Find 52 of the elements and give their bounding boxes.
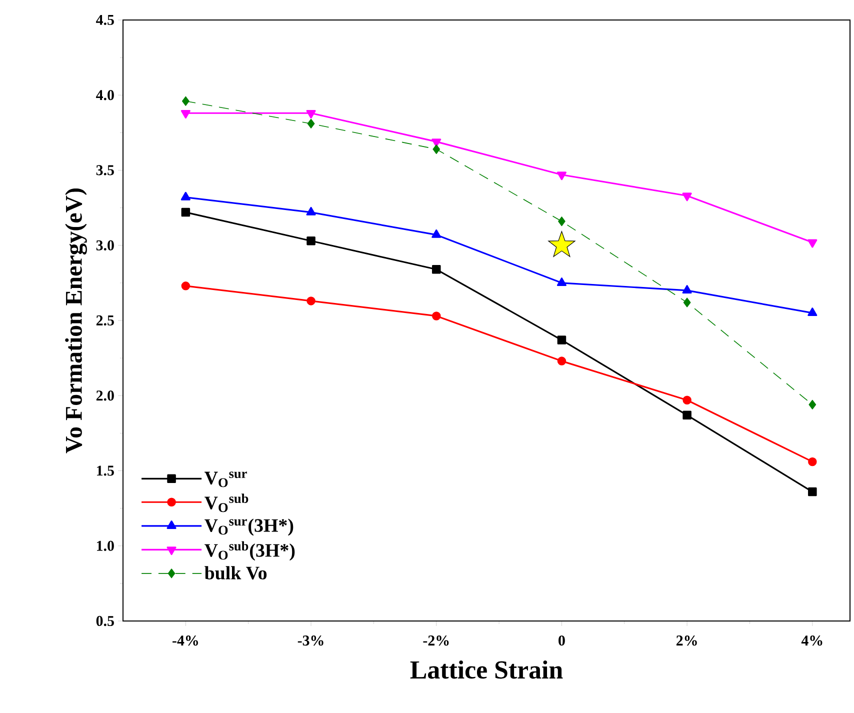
x-tick-label: 4% [801,636,822,646]
legend-label: V$_{O}$sur [204,472,247,488]
point [306,206,316,216]
y-tick-label: 1.5 [97,466,114,476]
point [432,312,441,320]
point [432,144,440,154]
y-axis-title: Vo Formation Energy(eV) [65,188,87,454]
legend-label: V$_{O}$$^{sub}$(3H*) [204,541,295,561]
point [556,172,566,180]
point [557,356,566,366]
x-tick-label: -3% [298,636,324,646]
y-tick-label: 2.5 [96,315,114,326]
point [432,138,442,148]
point [682,192,692,202]
legend-label: V$_{O}$$^{sur}$(3H*) [204,518,294,536]
point [557,336,566,344]
point [683,298,691,308]
point [306,110,316,119]
y-tick-label: 1.0 [97,540,114,551]
point [307,118,315,128]
point [181,208,190,217]
x-tick-label: -2% [423,636,449,646]
point [181,282,190,290]
point [808,457,817,466]
point [808,487,817,496]
y-tick-label: 4.5 [96,14,114,26]
point [432,229,442,238]
legend-label: V$_{O}$sub [204,494,248,512]
x-axis-title: Lattice Strain [410,660,563,679]
y-tick-label: 3.0 [96,240,114,250]
y-tick-label: 2.0 [96,390,114,401]
point [182,96,190,106]
point [306,296,316,306]
point [682,396,692,405]
point [432,265,441,274]
point [808,239,818,248]
y-tick-label: 4.0 [96,90,114,100]
x-tick-label: 0 [558,636,565,646]
point [180,192,190,200]
x-tick-label: -4% [172,636,198,646]
point [556,278,566,286]
point [558,216,566,226]
y-tick-label: 3.5 [96,165,114,176]
y-tick-label: 0.5 [96,616,114,626]
point [682,285,692,294]
point [808,400,816,410]
point [682,410,692,420]
point [180,110,190,119]
point [306,236,316,246]
point [808,308,818,316]
legend-label: bulk Vo [204,566,267,580]
x-tick-label: 2% [676,636,697,646]
